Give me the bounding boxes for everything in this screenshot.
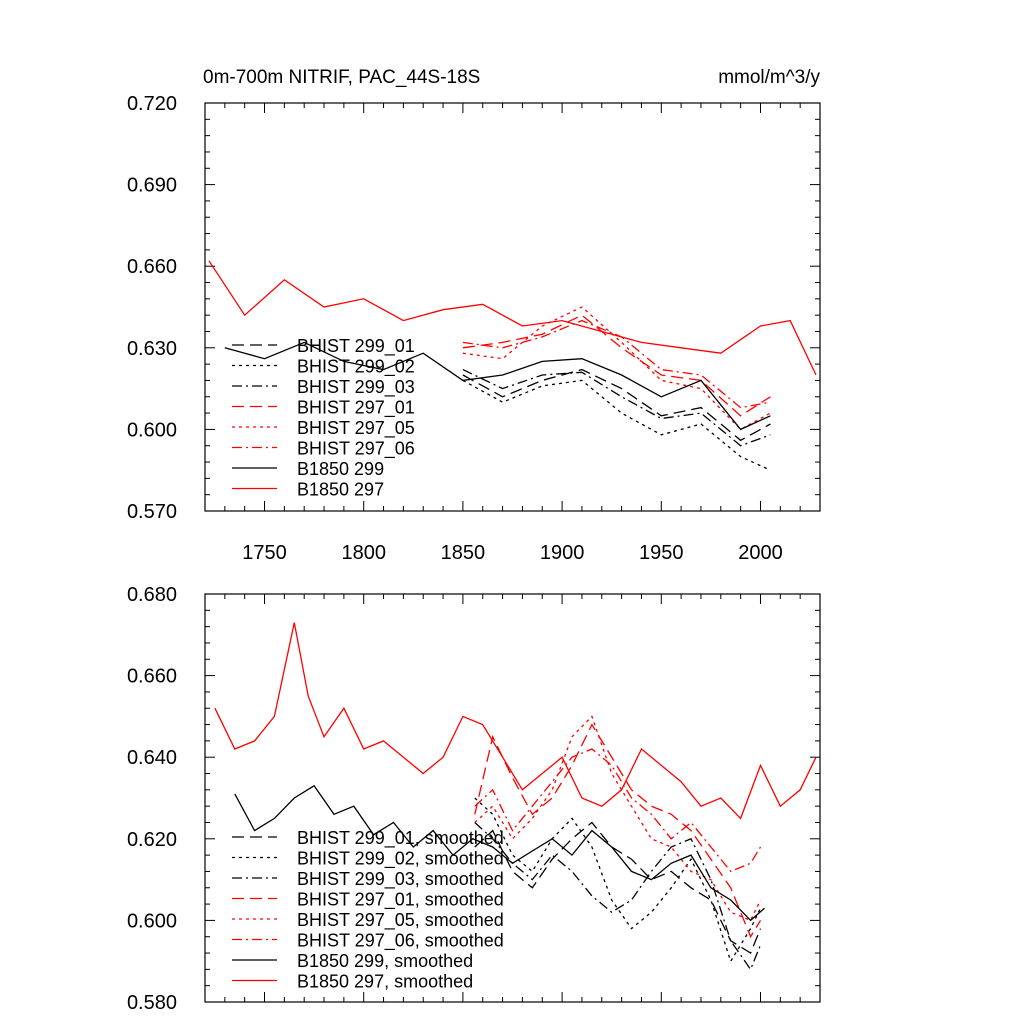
legend-label: BHIST 297_05 [297, 418, 415, 439]
y-tick-label: 0.640 [127, 747, 177, 769]
bottom-plot-frame [204, 593, 821, 1003]
legend-label: BHIST 297_01 [297, 398, 415, 419]
series-b1850-297-smoothed [214, 622, 817, 820]
legend-label: BHIST 299_02 [297, 357, 415, 378]
series-bhist-297-05-smoothed [474, 715, 762, 922]
y-tick-label: 0.620 [127, 829, 177, 851]
y-tick-label: 0.570 [127, 501, 177, 523]
x-tick-label: 1950 [639, 542, 684, 564]
bottom-ticks: 0.580 0.600 0.620 0.640 0.660 0.680 [127, 584, 821, 1014]
legend-label: BHIST 297_06, smoothed [297, 931, 504, 952]
legend-label: BHIST 299_03, smoothed [297, 869, 504, 890]
y-tick-label: 0.690 [127, 175, 177, 197]
series-b1850-299 [224, 341, 771, 431]
legend-label: B1850 299, smoothed [297, 951, 473, 971]
top-panel: 0m-700m NITRIF, PAC_44S-18S mmol/m^3/y 0… [127, 67, 821, 564]
legend-label: BHIST 297_06 [297, 439, 415, 460]
series-bhist-299-03-smoothed [474, 822, 762, 971]
y-tick-label: 0.580 [127, 992, 177, 1014]
series-bhist-297-01 [462, 314, 771, 417]
legend-label: BHIST 297_05, smoothed [297, 910, 504, 931]
y-tick-label: 0.680 [127, 584, 177, 606]
series-bhist-299-01-smoothed [474, 821, 762, 954]
series-bhist-299-01 [462, 368, 771, 442]
legend-label: BHIST 299_02, smoothed [297, 849, 504, 870]
legend-label: BHIST 299_03 [297, 377, 415, 398]
y-tick-label: 0.660 [127, 256, 177, 278]
series-bhist-299-03 [462, 369, 771, 447]
series-b1850-299-smoothed [234, 784, 765, 922]
y-tick-label: 0.600 [127, 910, 177, 932]
series-bhist-299-02-smoothed [474, 797, 762, 963]
legend-label: B1850 297 [297, 480, 384, 500]
legend-label: BHIST 299_01 [297, 336, 415, 357]
top-series [208, 260, 817, 471]
legend-label: BHIST 299_01, smoothed [297, 828, 504, 849]
series-bhist-297-05 [462, 306, 771, 431]
x-tick-label: 2000 [738, 542, 783, 564]
bottom-panel: 0.580 0.600 0.620 0.640 0.660 0.680 BHIST 299… [127, 584, 821, 1014]
legend-label: B1850 299 [297, 459, 384, 479]
series-bhist-297-06-smoothed [474, 748, 762, 873]
top-panel-units: mmol/m^3/y [718, 67, 820, 88]
legend-label: B1850 297, smoothed [297, 972, 473, 992]
y-tick-label: 0.720 [127, 93, 177, 115]
y-tick-label: 0.600 [127, 419, 177, 441]
bottom-series [214, 622, 817, 971]
top-ticks: 0.570 0.600 0.630 0.660 0.690 0.720 1750 1800 18… [127, 93, 821, 564]
series-bhist-297-01-smoothed [474, 723, 762, 939]
top-panel-title: 0m-700m NITRIF, PAC_44S-18S [203, 67, 480, 88]
x-tick-label: 1850 [441, 542, 486, 564]
x-tick-label: 1750 [242, 542, 287, 564]
legend-label: BHIST 297_01, smoothed [297, 890, 504, 911]
series-b1850-297 [208, 260, 817, 376]
series-bhist-297-06 [462, 319, 771, 409]
top-plot-frame [204, 102, 821, 512]
x-tick-label: 1800 [341, 542, 386, 564]
x-tick-label: 1900 [540, 542, 585, 564]
y-tick-label: 0.630 [127, 338, 177, 360]
y-tick-label: 0.660 [127, 666, 177, 688]
